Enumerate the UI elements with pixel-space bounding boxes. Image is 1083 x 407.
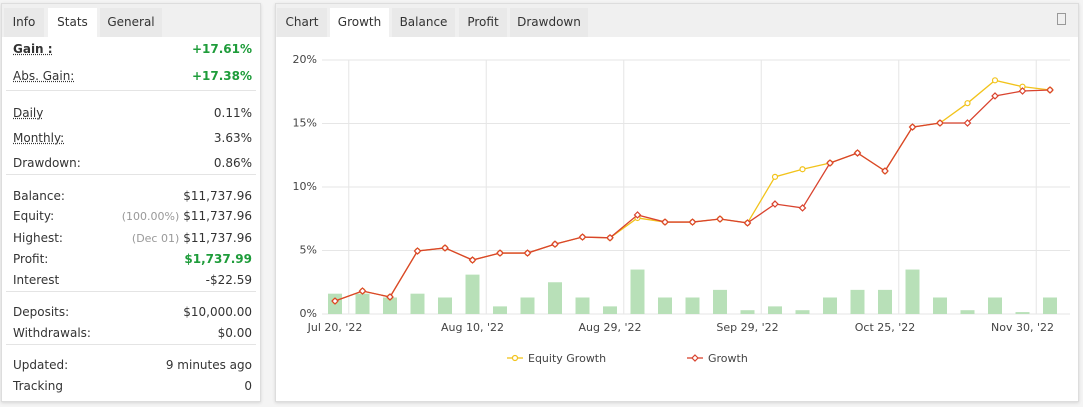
stat-value-wrap: 9 minutes ago <box>166 358 252 372</box>
tab[interactable]: Chart <box>277 8 327 37</box>
menu-icon[interactable] <box>1057 13 1066 25</box>
stat-row: Drawdown: 0.86% <box>13 156 252 170</box>
stat-value-wrap: 0.86% <box>214 156 252 170</box>
stat-value: 9 minutes ago <box>165 358 252 372</box>
stat-row: Tracking 0 <box>13 379 252 393</box>
stat-label: Updated: <box>13 358 69 372</box>
chart-panel: Chart Growth Balance Profit Drawdown <box>275 3 1079 402</box>
stat-row: Balance: $11,737.96 <box>13 189 252 203</box>
stat-label: Interest <box>13 273 60 287</box>
stat-label: Drawdown: <box>13 156 81 170</box>
stat-label: Highest: <box>13 231 63 245</box>
stat-value: $11,737.96 <box>183 209 252 223</box>
stat-row: Equity: (100.00%) $11,737.96 <box>13 209 252 223</box>
stat-label: Abs. Gain: <box>13 69 75 83</box>
stat-value: $11,737.96 <box>183 231 252 245</box>
stat-row: Profit: $1,737.99 <box>13 252 252 266</box>
stat-row: Daily 0.11% <box>13 106 252 120</box>
stat-note: (100.00%) <box>121 210 180 223</box>
stat-note: (Dec 01) <box>131 232 180 245</box>
tab[interactable]: Growth <box>330 8 389 37</box>
stat-value-wrap: 0.11% <box>214 106 252 120</box>
stat-value: 0.86% <box>213 156 252 170</box>
stat-value: $0.00 <box>217 326 252 340</box>
stat-row: Highest: (Dec 01) $11,737.96 <box>13 231 252 245</box>
tab[interactable]: Profit <box>459 8 507 37</box>
stat-row: Deposits: $10,000.00 <box>13 305 252 319</box>
stat-value: +17.61% <box>191 42 252 56</box>
stat-value-wrap: $0.00 <box>218 326 252 340</box>
stat-value-wrap: $1,737.99 <box>184 252 252 266</box>
stat-value: -$22.59 <box>205 273 252 287</box>
tab[interactable]: Drawdown <box>510 8 588 37</box>
stat-value-wrap: -$22.59 <box>206 273 252 287</box>
stat-label: Monthly: <box>13 131 65 145</box>
separator <box>6 174 256 175</box>
stat-value-wrap: +17.38% <box>192 69 252 83</box>
stat-label: Tracking <box>13 379 63 393</box>
stat-label: Gain : <box>13 42 53 56</box>
stat-value-wrap: +17.61% <box>192 42 252 56</box>
tab[interactable]: Info <box>4 8 44 37</box>
separator <box>6 291 256 292</box>
stat-value: +17.38% <box>191 69 252 83</box>
stat-value-wrap: (100.00%) $11,737.96 <box>122 209 252 223</box>
stat-value-wrap: (Dec 01) $11,737.96 <box>132 231 252 245</box>
stat-label: Withdrawals: <box>13 326 91 340</box>
tab[interactable]: Balance <box>392 8 455 37</box>
stat-value: $10,000.00 <box>183 305 252 319</box>
stat-value-wrap: 3.63% <box>214 131 252 145</box>
stat-row: Abs. Gain: +17.38% <box>13 69 252 83</box>
stat-label: Balance: <box>13 189 65 203</box>
stat-value: $11,737.96 <box>183 189 252 203</box>
stats-panel: Info Stats General Gain : +17.61% Abs. Gain: +… <box>1 3 261 402</box>
stat-row: Gain : +17.61% <box>13 42 252 56</box>
separator <box>6 90 256 91</box>
stat-label: Deposits: <box>13 305 70 319</box>
stat-row: Interest -$22.59 <box>13 273 252 287</box>
stat-value-wrap: $10,000.00 <box>183 305 252 319</box>
stat-value: $1,737.99 <box>184 252 252 266</box>
stat-value-wrap: 0 <box>244 379 252 393</box>
stat-row: Monthly: 3.63% <box>13 131 252 145</box>
stat-label: Daily <box>13 106 44 120</box>
stat-row: Withdrawals: $0.00 <box>13 326 252 340</box>
stat-value: 0 <box>244 379 252 393</box>
stat-value: 0.11% <box>213 106 252 120</box>
separator <box>6 344 256 345</box>
stat-value-wrap: $11,737.96 <box>183 189 252 203</box>
stat-value: 3.63% <box>213 131 252 145</box>
stat-label: Profit: <box>13 252 49 266</box>
stat-label: Equity: <box>13 209 55 223</box>
tab[interactable]: Stats <box>48 8 97 37</box>
stat-row: Updated: 9 minutes ago <box>13 358 252 372</box>
tab[interactable]: General <box>100 8 162 37</box>
